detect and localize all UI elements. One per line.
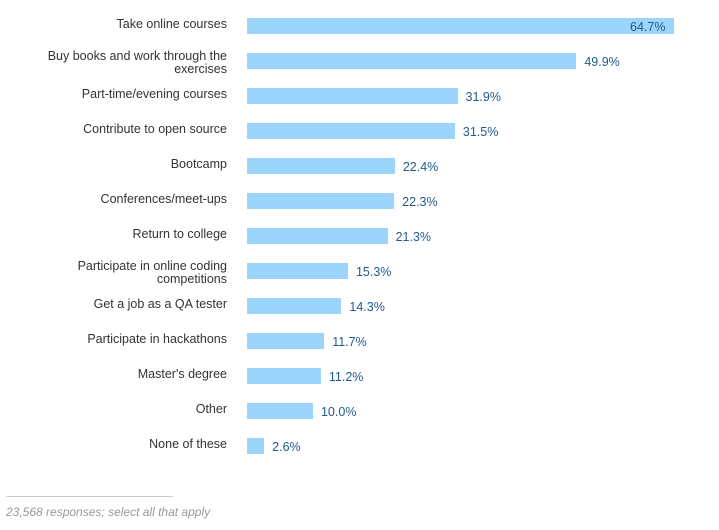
bar	[247, 88, 458, 104]
category-label: Conferences/meet-ups	[100, 192, 227, 206]
bar	[247, 228, 388, 244]
bar-chart: Take online courses 64.7% Buy books and wo…	[47, 17, 674, 454]
bar	[247, 263, 348, 279]
bar	[247, 158, 395, 174]
category-label: Participate in hackathons	[87, 332, 227, 346]
bar	[247, 18, 674, 34]
bar	[247, 368, 321, 384]
bar	[247, 193, 395, 209]
value-label: 11.7%	[332, 335, 367, 349]
value-label: 49.9%	[584, 55, 620, 69]
value-label: 31.5%	[462, 125, 499, 139]
value-label: 2.6%	[272, 440, 301, 454]
bar	[247, 403, 313, 419]
category-label: Get a job as a QA tester	[93, 297, 227, 311]
value-label: 22.3%	[402, 195, 438, 209]
bar	[247, 123, 455, 139]
bar	[247, 438, 265, 454]
value-label: 14.3%	[349, 300, 385, 314]
footnote: 23,568 responses; select all that apply	[6, 505, 211, 519]
footnote-divider	[6, 496, 173, 497]
value-label: 31.9%	[465, 90, 501, 104]
bar	[247, 53, 577, 69]
category-label: None of these	[149, 437, 227, 451]
category-label: Part-time/evening courses	[81, 87, 227, 101]
value-label: 15.3%	[355, 265, 392, 279]
category-label: Take online courses	[116, 17, 227, 31]
category-label: Master's degree	[137, 367, 227, 381]
category-label: Return to college	[132, 227, 227, 241]
value-label: 21.3%	[395, 230, 432, 244]
category-label: Bootcamp	[170, 157, 227, 171]
bar	[247, 333, 325, 349]
category-label: Contribute to open source	[83, 122, 227, 136]
value-label: 22.4%	[402, 160, 439, 174]
value-label: 64.7%	[630, 20, 666, 34]
value-label: 11.2%	[328, 370, 364, 384]
value-label: 10.0%	[320, 405, 357, 419]
category-label: Buy books and work through the exercises	[47, 49, 227, 76]
category-label: Other	[195, 402, 227, 416]
bar	[247, 298, 342, 314]
category-label: Participate in online coding competition…	[77, 259, 227, 286]
